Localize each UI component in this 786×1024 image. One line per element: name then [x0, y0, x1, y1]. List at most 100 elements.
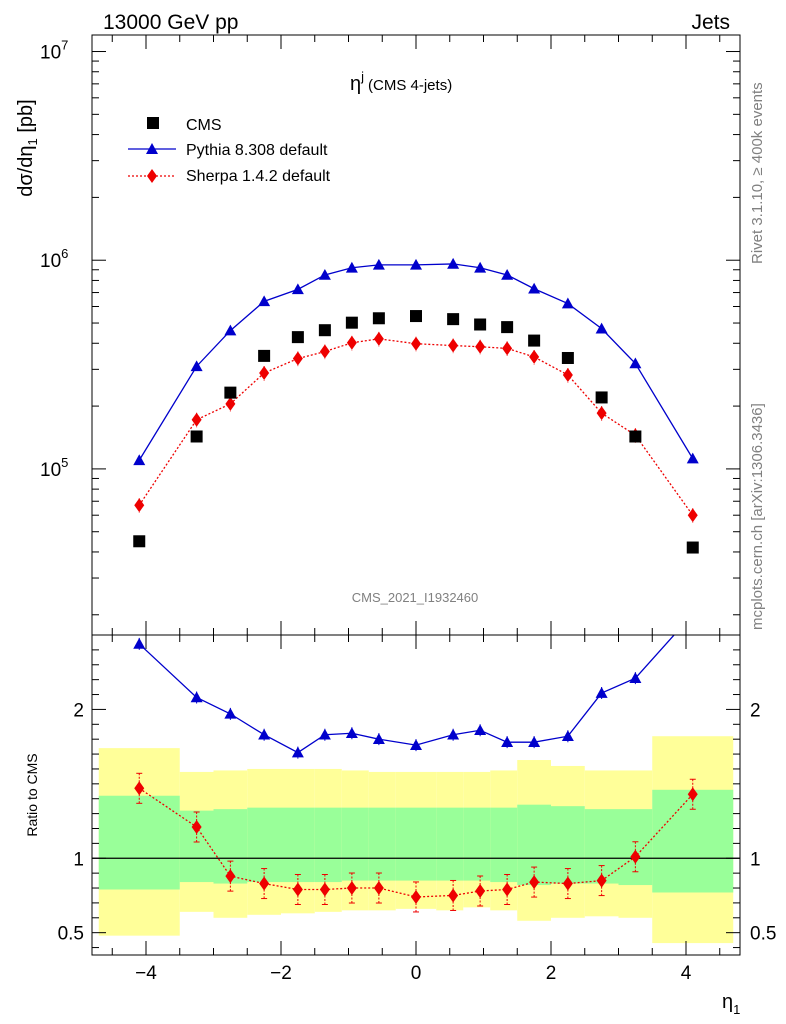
pythia-point [686, 452, 699, 464]
title-subtext: (CMS 4-jets) [368, 77, 452, 94]
x-tick-label: 4 [681, 963, 692, 984]
sherpa-line [138, 338, 694, 516]
cms-point [133, 535, 146, 548]
cms-point [528, 334, 541, 347]
ratio-sherpa-point [225, 869, 236, 884]
ratio-sherpa-point [475, 884, 486, 898]
x-tick-label: −4 [135, 963, 157, 984]
legend-marker-sherpa [147, 169, 157, 183]
ratio-plot-frame [91, 634, 741, 956]
cms-point [595, 391, 608, 404]
title-symbol: η [350, 73, 361, 95]
ratio-y-tick-label-right: 1 [750, 849, 761, 870]
pythia-point [258, 295, 271, 307]
sherpa-point [562, 367, 573, 382]
cms-point [372, 312, 385, 325]
cms-point [686, 541, 699, 554]
cms-uncertainty-band-inner [436, 807, 464, 881]
pythia-point [447, 257, 460, 269]
pythia-point [595, 322, 608, 334]
cms-uncertainty-band-inner [98, 795, 180, 890]
pythia-point [291, 283, 304, 295]
cms-uncertainty-band-inner [490, 807, 518, 883]
main-y-tick-base: 10 [40, 251, 61, 272]
ratio-y-tick-label-left: 1 [73, 849, 84, 870]
main-y-tick-label: 105 [40, 455, 68, 481]
sherpa-point [687, 508, 698, 523]
main-y-tick-label: 106 [40, 246, 68, 272]
ratio-sherpa-point [502, 882, 513, 897]
x-tick-label: 0 [411, 963, 422, 984]
ratio-data [92, 635, 740, 944]
sherpa-point [475, 339, 486, 354]
pythia-point [501, 268, 514, 280]
ratio-pythia-point [372, 733, 385, 744]
x-tick-label: 2 [546, 963, 557, 984]
sherpa-point [319, 344, 330, 359]
ratio-pythia-point [133, 637, 146, 649]
ratio-pythia-point [447, 728, 460, 740]
pythia-point [318, 268, 331, 280]
ratio-pythia-point [528, 736, 541, 747]
pythia-point [528, 282, 541, 294]
ratio-y-axis-label: Ratio to CMS [24, 753, 40, 836]
x-label-symbol: η [722, 991, 733, 1013]
sherpa-point [596, 406, 607, 421]
ratio-pythia-point [258, 728, 271, 740]
rivet-label: Rivet 3.1.10, ≥ 400k events [749, 82, 766, 264]
sherpa-point [373, 331, 384, 346]
cms-point [410, 310, 422, 323]
ratio-pythia-point [474, 724, 487, 736]
ratio-sherpa-point [259, 876, 270, 891]
sherpa-point [448, 338, 459, 353]
cms-uncertainty-band-inner [368, 807, 396, 881]
pythia-point [190, 360, 203, 372]
pythia-point [345, 261, 358, 273]
cms-point [501, 321, 514, 334]
legend-marker-pythia [146, 143, 158, 154]
main-y-tick-exponent: 6 [61, 246, 68, 261]
ratio-sherpa-point [630, 849, 641, 864]
cms-uncertainty-band-inner [584, 809, 619, 884]
ratio-sherpa-point [529, 875, 540, 890]
legend-marker-cms [147, 117, 159, 129]
cms-uncertainty-band-inner [652, 789, 734, 893]
ratio-pythia-point [561, 730, 574, 742]
ratio-sherpa-point [448, 888, 459, 903]
main-data [133, 257, 699, 554]
sherpa-point [191, 412, 202, 427]
pythia-point [561, 297, 574, 309]
ratio-sherpa-point [134, 781, 145, 796]
legend: CMS Pythia 8.308 default Sherpa 1.4.2 de… [128, 117, 331, 185]
main-y-tick-base: 10 [40, 43, 61, 64]
ratio-sherpa-point [596, 873, 607, 888]
cms-point [561, 351, 574, 364]
cms-point [258, 349, 271, 362]
title-superscript: j [360, 69, 364, 84]
ratio-pythia-point [224, 707, 237, 719]
pythia-point [133, 454, 146, 466]
cms-point [224, 386, 237, 399]
ratio-pythia-point [318, 728, 331, 740]
cms-point [345, 316, 358, 329]
ratio-pythia-point [291, 746, 304, 758]
cms-point [629, 430, 642, 443]
ratio-sherpa-point [191, 820, 202, 834]
header-right: Jets [691, 11, 730, 34]
sherpa-point [502, 341, 513, 356]
ratio-sherpa-point [562, 876, 573, 891]
main-y-tick-exponent: 7 [61, 38, 68, 53]
legend-label-sherpa: Sherpa 1.4.2 default [186, 168, 331, 185]
cms-point [474, 318, 487, 331]
x-tick-label: −2 [270, 963, 292, 984]
ratio-y-tick-label-left: 2 [73, 700, 84, 721]
cms-uncertainty-band-inner [247, 807, 281, 883]
x-axis-label: η1 [722, 991, 740, 1017]
ratio-sherpa-point [292, 882, 303, 897]
ratio-y-tick-label-right: 0.5 [750, 924, 776, 945]
ratio-plot-area: 0.5 0.5 1 1 2 2 −4 −2 0 2 4 [58, 634, 776, 984]
ratio-sherpa-point [319, 882, 330, 897]
cms-uncertainty-band-inner [551, 806, 585, 884]
pythia-point [629, 357, 642, 369]
